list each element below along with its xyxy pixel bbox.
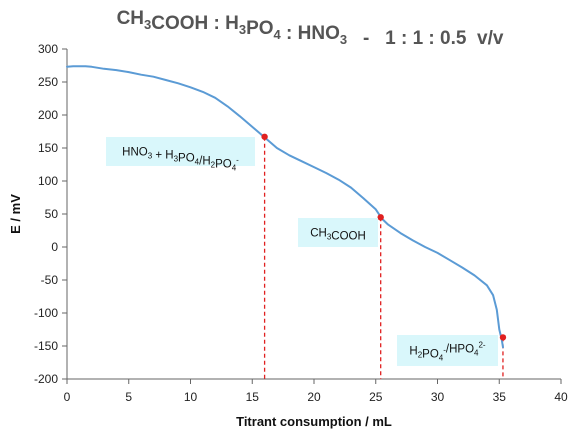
y-tick-label: 100 [38, 174, 58, 188]
subscript: 4 [474, 349, 479, 358]
x-axis-title: Titrant consumption / mL [236, 414, 392, 429]
y-tick-label: 200 [38, 108, 58, 122]
label-part: PO [178, 153, 195, 165]
label-part: + H [152, 150, 173, 162]
label-part: COOH [331, 231, 366, 243]
label-part: H [409, 346, 417, 358]
equivalence-point [377, 214, 384, 221]
y-axis-title: E / mV [8, 194, 23, 234]
y-tick-label: -50 [41, 273, 59, 287]
subscript: 3 [174, 155, 179, 164]
chart-title: CH3COOH : H3PO4 : HNO3 - 1 : 1 : 0.5 v/v [117, 8, 504, 49]
annotation-label: CH3COOH [310, 228, 366, 243]
label-part: CH [310, 228, 327, 240]
superscript: - [236, 156, 239, 165]
annotation-3: H2PO4-/HPO42- [397, 335, 498, 366]
title-part: CH [117, 8, 144, 29]
label-part: PO [422, 349, 439, 361]
subscript: 4 [439, 354, 444, 363]
label-part: /HPO [446, 344, 474, 356]
x-tick-label: 20 [307, 390, 321, 404]
x-tick-label: 35 [493, 390, 507, 404]
title-part: COOH : H [151, 13, 239, 34]
subscript: 4 [232, 164, 237, 173]
y-tick-label: 250 [38, 75, 58, 89]
annotation-2: CH3COOH [298, 218, 378, 247]
y-tick-label: -100 [34, 306, 58, 320]
annotation-label: H2PO4-/HPO42- [409, 341, 486, 363]
x-tick-label: 10 [184, 390, 198, 404]
equivalence-point [261, 133, 268, 140]
title-subscript: 4 [274, 27, 282, 42]
y-tick-label: 50 [45, 207, 59, 221]
title-part: PO [246, 18, 273, 39]
annotation-box [397, 335, 498, 366]
label-part: PO [215, 159, 232, 171]
x-tick-label: 25 [369, 390, 383, 404]
y-tick-label: 0 [51, 240, 58, 254]
titration-curve [66, 65, 504, 349]
label-part: /H [199, 156, 211, 168]
annotation-box [298, 218, 378, 247]
equivalence-point [499, 334, 507, 341]
subscript: 3 [148, 152, 153, 161]
y-tick-label: -150 [34, 339, 58, 353]
x-tick-label: 30 [431, 390, 445, 404]
plot-area: -200 -150 -100 -50 0 50 100 150 200 250 300 0 5 10 15 2… [34, 42, 568, 404]
subscript: 3 [327, 233, 332, 242]
title-subscript: 3 [239, 22, 246, 37]
title-ratio: - 1 : 1 : 0.5 v/v [347, 28, 504, 49]
x-tick-label: 5 [125, 390, 132, 404]
x-tick-label: 0 [64, 390, 71, 404]
x-tick-label: 15 [246, 390, 260, 404]
annotation-box [106, 137, 255, 166]
annotation-1: HNO3 + H3PO4/H2PO4- [106, 137, 255, 173]
y-tick-label: 150 [38, 141, 58, 155]
y-tick-label: 300 [38, 42, 58, 56]
title-part: : HNO [281, 23, 340, 44]
superscript: - [443, 346, 446, 355]
y-tick-label: -200 [34, 372, 58, 386]
label-part: HNO [122, 147, 148, 159]
title-subscript: 3 [144, 17, 151, 32]
x-tick-label: 40 [554, 390, 568, 404]
subscript: 4 [195, 158, 200, 167]
title-subscript: 3 [340, 32, 347, 47]
subscript: 2 [418, 351, 423, 360]
superscript: 2- [478, 341, 485, 350]
subscript: 2 [211, 161, 216, 170]
annotation-label: HNO3 + H3PO4/H2PO4- [122, 147, 239, 173]
